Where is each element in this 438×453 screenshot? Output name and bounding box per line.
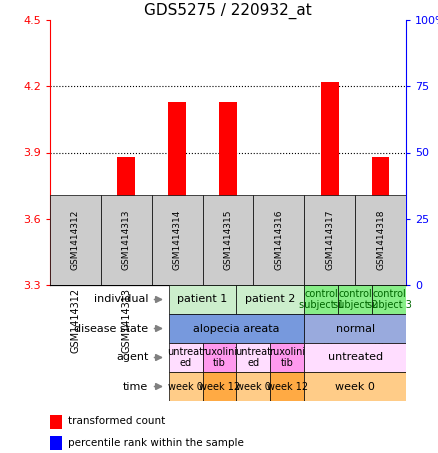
Text: patient 2: patient 2 — [245, 294, 296, 304]
Bar — [304, 195, 355, 285]
Text: agent: agent — [116, 352, 148, 362]
Text: untreat
ed: untreat ed — [236, 347, 272, 368]
Bar — [152, 195, 202, 285]
Bar — [270, 343, 304, 372]
Bar — [338, 285, 372, 314]
Bar — [355, 195, 406, 285]
Bar — [202, 343, 237, 372]
Bar — [169, 343, 202, 372]
Bar — [237, 285, 304, 314]
Bar — [372, 157, 389, 285]
Text: control
subject 3: control subject 3 — [367, 289, 411, 310]
Text: percentile rank within the sample: percentile rank within the sample — [68, 438, 244, 448]
Bar — [321, 82, 339, 285]
Text: control
subject 2: control subject 2 — [332, 289, 378, 310]
Bar — [50, 195, 101, 285]
Text: GSM1414312: GSM1414312 — [71, 210, 80, 270]
Bar — [168, 102, 186, 285]
Bar — [202, 372, 237, 401]
Text: disease state: disease state — [74, 323, 148, 333]
Text: time: time — [123, 381, 148, 391]
Title: GDS5275 / 220932_at: GDS5275 / 220932_at — [144, 2, 312, 19]
Text: alopecia areata: alopecia areata — [193, 323, 280, 333]
Bar — [270, 201, 288, 285]
Bar — [270, 372, 304, 401]
Bar — [304, 372, 406, 401]
Bar — [202, 195, 254, 285]
Text: GSM1414317: GSM1414317 — [325, 210, 334, 270]
Text: untreated: untreated — [328, 352, 383, 362]
Text: individual: individual — [94, 294, 148, 304]
Bar — [50, 415, 63, 429]
Text: week 12: week 12 — [267, 381, 308, 391]
Text: week 12: week 12 — [199, 381, 240, 391]
Bar — [50, 436, 63, 450]
Text: GSM1414314: GSM1414314 — [173, 210, 182, 270]
Bar — [219, 102, 237, 285]
Bar — [237, 372, 270, 401]
Text: week 0: week 0 — [335, 381, 375, 391]
Text: week 0: week 0 — [236, 381, 271, 391]
Bar — [254, 195, 304, 285]
Bar — [101, 195, 152, 285]
Text: GSM1414315: GSM1414315 — [223, 210, 233, 270]
Bar — [169, 372, 202, 401]
Bar — [304, 285, 338, 314]
Text: GSM1414313: GSM1414313 — [122, 210, 131, 270]
Text: patient 1: patient 1 — [177, 294, 228, 304]
Bar — [169, 314, 304, 343]
Bar — [67, 252, 85, 285]
Bar — [304, 343, 406, 372]
Text: GSM1414318: GSM1414318 — [376, 210, 385, 270]
Text: normal: normal — [336, 323, 374, 333]
Text: week 0: week 0 — [168, 381, 203, 391]
Bar — [372, 285, 406, 314]
Bar — [117, 157, 135, 285]
Text: untreat
ed: untreat ed — [168, 347, 204, 368]
Text: ruxolini
tib: ruxolini tib — [201, 347, 237, 368]
Text: transformed count: transformed count — [68, 416, 165, 427]
Text: control
subject 1: control subject 1 — [299, 289, 344, 310]
Text: GSM1414316: GSM1414316 — [274, 210, 283, 270]
Text: ruxolini
tib: ruxolini tib — [269, 347, 305, 368]
Bar — [237, 343, 270, 372]
Bar — [169, 285, 237, 314]
Bar — [304, 314, 406, 343]
